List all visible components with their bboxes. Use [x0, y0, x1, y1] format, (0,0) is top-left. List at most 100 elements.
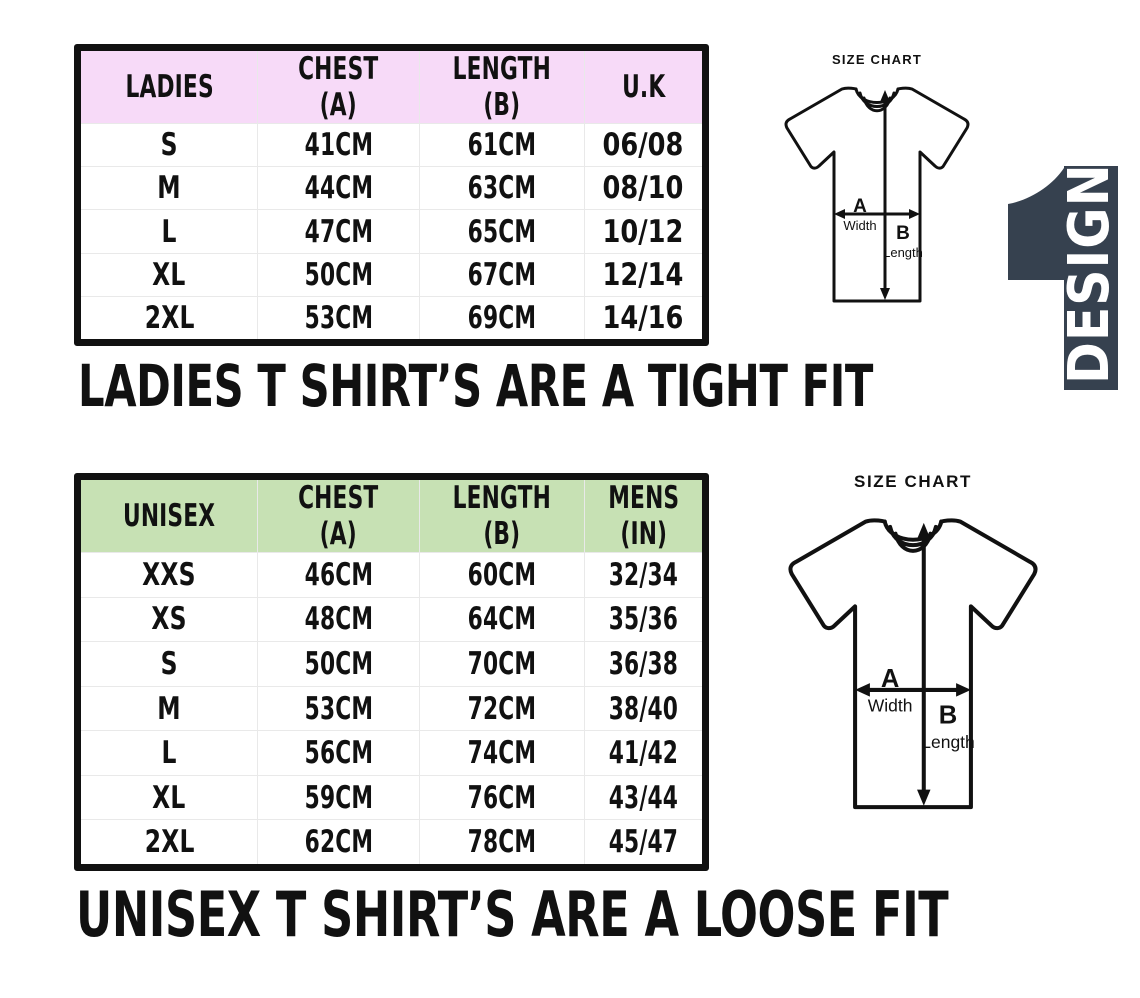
cell-length: 65CM: [418, 209, 585, 254]
table-row: L 47CM 65CM 10/12: [81, 209, 702, 254]
cell-size: M: [81, 685, 259, 732]
cell-value: M: [157, 170, 181, 207]
cell-value: 76CM: [467, 779, 536, 816]
unisex-table-grid: UNISEX CHEST (A) LENGTH (B) MENS (IN) XX…: [81, 480, 702, 864]
table-row: XXS 46CM 60CM 32/34: [81, 552, 702, 598]
cell-value: 67CM: [467, 256, 536, 293]
cell-size: S: [81, 122, 259, 168]
column-header-ladies: LADIES: [81, 51, 259, 124]
cell-value: 32/34: [608, 556, 678, 593]
column-header-label: LADIES: [125, 69, 214, 105]
ladies-size-table: LADIES CHEST (A) LENGTH (B) U.K S 41CM 6…: [74, 44, 709, 346]
cell-size: 2XL: [81, 819, 259, 864]
table-row: XS 48CM 64CM 35/36: [81, 596, 702, 643]
cell-value: XS: [151, 601, 187, 638]
cell-value: 35/36: [608, 601, 678, 638]
cell-value: XXS: [142, 556, 196, 593]
cell-value: 74CM: [467, 735, 536, 772]
cell-size: XS: [81, 596, 259, 643]
cell-value: 64CM: [467, 601, 536, 638]
length-label: Length: [883, 245, 923, 260]
cell-value: 47CM: [304, 213, 373, 250]
cell-length: 70CM: [418, 641, 585, 687]
cell-value: 45/47: [608, 824, 678, 861]
table-row: 2XL 53CM 69CM 14/16: [81, 295, 702, 339]
cell-value: 61CM: [467, 127, 536, 164]
table-header-row: LADIES CHEST (A) LENGTH (B) U.K: [81, 51, 702, 124]
cell-value: 36/38: [608, 645, 678, 682]
table-header-row: UNISEX CHEST (A) LENGTH (B) MENS (IN): [81, 480, 702, 553]
unisex-size-chart-diagram: SIZE CHART A Width B Length: [748, 472, 1078, 830]
cell-value: 41/42: [608, 735, 678, 772]
cell-value: 70CM: [467, 645, 536, 682]
cell-value: 72CM: [467, 690, 536, 727]
cell-size: 2XL: [81, 295, 259, 339]
cell-value: 69CM: [467, 299, 536, 336]
cell-length: 74CM: [418, 730, 585, 776]
cell-value: 12/14: [602, 256, 684, 293]
cell-value: L: [161, 735, 177, 772]
cell-chest: 48CM: [257, 596, 420, 643]
cell-value: 60CM: [467, 556, 536, 593]
cell-value: 50CM: [304, 256, 373, 293]
column-header-length: LENGTH (B): [418, 51, 585, 124]
cell-mens: 35/36: [583, 596, 702, 643]
table-row: L 56CM 74CM 41/42: [81, 730, 702, 776]
tshirt-diagram-icon: A Width B Length: [788, 518, 1038, 810]
column-header-chest: CHEST (A): [257, 480, 420, 553]
diagram-title: SIZE CHART: [832, 52, 922, 67]
cell-value: XL: [152, 256, 186, 293]
table-row: S 41CM 61CM 06/08: [81, 122, 702, 168]
cell-value: 2XL: [144, 824, 195, 861]
cell-length: 61CM: [418, 122, 585, 168]
cell-value: 59CM: [304, 779, 373, 816]
column-header-label: UNISEX: [123, 498, 216, 534]
cell-value: 43/44: [608, 779, 678, 816]
cell-chest: 62CM: [257, 819, 420, 864]
table-row: M 53CM 72CM 38/40: [81, 685, 702, 732]
cell-value: 65CM: [467, 213, 536, 250]
cell-length: 67CM: [418, 252, 585, 297]
cell-mens: 45/47: [583, 819, 702, 864]
cell-value: M: [157, 690, 181, 727]
cell-chest: 53CM: [257, 685, 420, 732]
logo-word-designs: DESIGNS: [1057, 126, 1122, 384]
cell-mens: 38/40: [583, 685, 702, 732]
cell-value: 08/10: [602, 170, 684, 207]
cell-size: M: [81, 166, 259, 211]
column-header-chest: CHEST (A): [257, 51, 420, 124]
cell-value: 56CM: [304, 735, 373, 772]
column-header-label: LENGTH (B): [452, 480, 551, 552]
cell-length: 64CM: [418, 596, 585, 643]
cell-mens: 36/38: [583, 641, 702, 687]
cell-uk: 08/10: [583, 166, 702, 211]
ladies-table-grid: LADIES CHEST (A) LENGTH (B) U.K S 41CM 6…: [81, 51, 702, 339]
column-header-label: LENGTH (B): [452, 51, 551, 123]
cell-mens: 41/42: [583, 730, 702, 776]
cell-value: 06/08: [602, 127, 684, 164]
cell-value: 41CM: [304, 127, 373, 164]
cell-length: 72CM: [418, 685, 585, 732]
cell-length: 69CM: [418, 295, 585, 339]
cell-value: XL: [152, 779, 186, 816]
logo-numeral-one: [1008, 168, 1064, 280]
width-label: Width: [843, 218, 876, 233]
cell-size: S: [81, 641, 259, 687]
column-header-mens: MENS (IN): [583, 480, 702, 553]
cell-size: L: [81, 730, 259, 776]
cell-chest: 53CM: [257, 295, 420, 339]
cell-value: 14/16: [602, 299, 684, 336]
cell-chest: 46CM: [257, 552, 420, 598]
cell-mens: 43/44: [583, 774, 702, 821]
cell-chest: 56CM: [257, 730, 420, 776]
column-header-label: CHEST (A): [298, 51, 379, 123]
cell-value: L: [161, 213, 177, 250]
diagram-title: SIZE CHART: [854, 472, 972, 491]
column-header-label: CHEST (A): [298, 480, 379, 552]
table-row: XL 50CM 67CM 12/14: [81, 252, 702, 297]
length-letter-label: B: [939, 702, 957, 730]
logo-bar: [1064, 166, 1118, 390]
cell-uk: 06/08: [583, 122, 702, 168]
cell-uk: 14/16: [583, 295, 702, 339]
cell-value: 2XL: [144, 299, 195, 336]
